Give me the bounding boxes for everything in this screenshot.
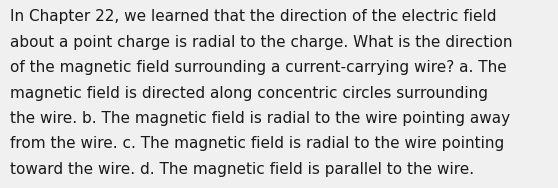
Text: magnetic field is directed along concentric circles surrounding: magnetic field is directed along concent… [10, 86, 488, 101]
Text: about a point charge is radial to the charge. What is the direction: about a point charge is radial to the ch… [10, 35, 513, 50]
Text: the wire. b. The magnetic field is radial to the wire pointing away: the wire. b. The magnetic field is radia… [10, 111, 510, 126]
Text: from the wire. c. The magnetic field is radial to the wire pointing: from the wire. c. The magnetic field is … [10, 136, 504, 151]
Text: toward the wire. d. The magnetic field is parallel to the wire.: toward the wire. d. The magnetic field i… [10, 162, 474, 177]
Text: of the magnetic field surrounding a current-carrying wire? a. The: of the magnetic field surrounding a curr… [10, 60, 507, 75]
Text: In Chapter 22, we learned that the direction of the electric field: In Chapter 22, we learned that the direc… [10, 9, 497, 24]
